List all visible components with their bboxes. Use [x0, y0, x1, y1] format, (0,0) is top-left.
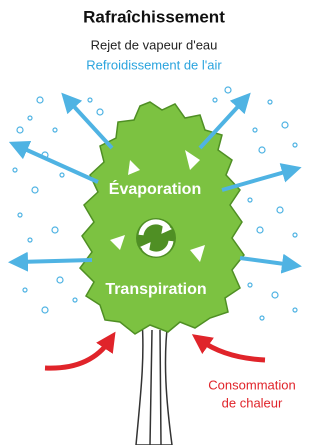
tree-label: Transpiration [105, 281, 206, 298]
heat-label: Consommation [208, 377, 295, 392]
cycle-icon [136, 218, 176, 258]
effect-label: Refroidissement de l'air [86, 57, 222, 72]
diagram: Rafraîchissement Rejet de vapeur d'eau R… [0, 0, 308, 445]
trunk [136, 320, 172, 445]
effect-label: Rejet de vapeur d'eau [91, 37, 218, 52]
tree-label: Évaporation [109, 179, 201, 198]
heat-label: de chaleur [222, 395, 283, 410]
title: Rafraîchissement [83, 7, 225, 26]
tree-crown [80, 102, 244, 334]
